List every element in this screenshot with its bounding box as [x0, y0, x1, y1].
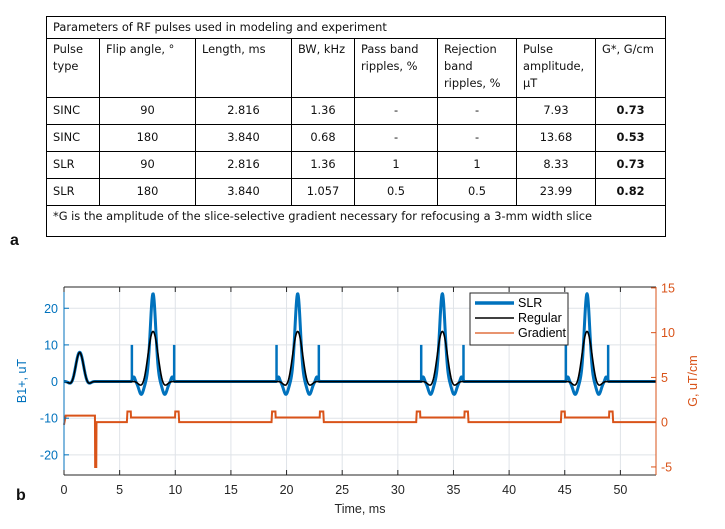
cell-bw: 1.057 [291, 178, 355, 206]
header-pulse-amplitude: Pulse amplitude, μT [516, 38, 596, 98]
panel-label-a: a [10, 232, 19, 249]
x-tick-label: 0 [61, 483, 68, 497]
axes: 0 5 10 15 20 25 30 35 40 45 50 -20 -10 0 10 20 -5 0 5 10 15 [40, 281, 675, 497]
cell-length: 2.816 [195, 97, 292, 125]
gradient-series-line [63, 410, 656, 468]
header-bw: BW, kHz [291, 38, 355, 98]
y-left-tick-label: 10 [44, 338, 58, 352]
header-pass-band: Pass band ripples, % [354, 38, 438, 98]
x-tick-label: 40 [502, 483, 516, 497]
y-left-tick-label: -20 [40, 448, 58, 462]
cell-g: 0.82 [594, 178, 667, 206]
x-tick-label: 25 [335, 483, 349, 497]
legend-label-gradient: Gradient [518, 326, 566, 340]
header-flip-angle: Flip angle, ° [99, 38, 196, 98]
y-right-tick-label: 0 [661, 416, 668, 430]
y-left-tick-label: 20 [44, 302, 58, 316]
cell-rejection-band: 1 [437, 151, 517, 179]
cell-g: 0.53 [594, 124, 667, 152]
regular-series-line [63, 330, 657, 386]
cell-pulse-amplitude: 23.99 [516, 178, 596, 206]
x-tick-label: 5 [116, 483, 123, 497]
table-footnote: *G is the amplitude of the slice-selecti… [45, 205, 667, 237]
x-tick-label: 10 [168, 483, 182, 497]
y-left-tick-label: 0 [51, 375, 58, 389]
cell-flip-angle: 180 [99, 124, 196, 152]
cell-length: 3.840 [195, 124, 292, 152]
rf-pulse-parameters-table: Parameters of RF pulses used in modeling… [45, 16, 667, 237]
table-row: SLR 180 3.840 1.057 0.5 0.5 23.99 0.82 [46, 178, 667, 206]
cell-bw: 1.36 [291, 151, 355, 179]
y-right-tick-label: 10 [661, 326, 675, 340]
x-tick-label: 30 [391, 483, 405, 497]
table-row: SINC 180 3.840 0.68 - - 13.68 0.53 [46, 124, 667, 152]
panel-label-b: b [16, 487, 26, 504]
table-row: SINC 90 2.816 1.36 - - 7.93 0.73 [46, 97, 667, 125]
legend-label-slr: SLR [518, 296, 542, 310]
cell-rejection-band: 0.5 [437, 178, 517, 206]
x-tick-label: 35 [447, 483, 461, 497]
x-axis-label: Time, ms [335, 502, 386, 516]
y-right-tick-label: 15 [661, 281, 675, 295]
cell-bw: 1.36 [291, 97, 355, 125]
y-left-tick-label: -10 [40, 412, 58, 426]
y-right-tick-label: 5 [661, 371, 668, 385]
cell-length: 3.840 [195, 178, 292, 206]
cell-pulse-type: SINC [46, 97, 100, 125]
cell-g: 0.73 [594, 151, 667, 179]
y-axis-left-label: B1+, uT [15, 359, 29, 403]
series-lines [62, 292, 658, 468]
y-axis-right-label: G, uT/cm [686, 355, 700, 406]
x-tick-label: 15 [224, 483, 238, 497]
cell-pulse-type: SLR [46, 151, 100, 179]
legend-label-regular: Regular [518, 311, 562, 325]
cell-pulse-amplitude: 7.93 [516, 97, 596, 125]
header-g: G*, G/cm [594, 38, 667, 98]
x-tick-label: 20 [280, 483, 294, 497]
cell-flip-angle: 90 [99, 97, 196, 125]
y-right-tick-label: -5 [661, 460, 672, 474]
cell-length: 2.816 [195, 151, 292, 179]
header-length: Length, ms [195, 38, 292, 98]
cell-flip-angle: 90 [99, 151, 196, 179]
x-tick-label: 45 [558, 483, 572, 497]
x-tick-label: 50 [613, 483, 627, 497]
table-row: SLR 90 2.816 1.36 1 1 8.33 0.73 [46, 151, 667, 179]
